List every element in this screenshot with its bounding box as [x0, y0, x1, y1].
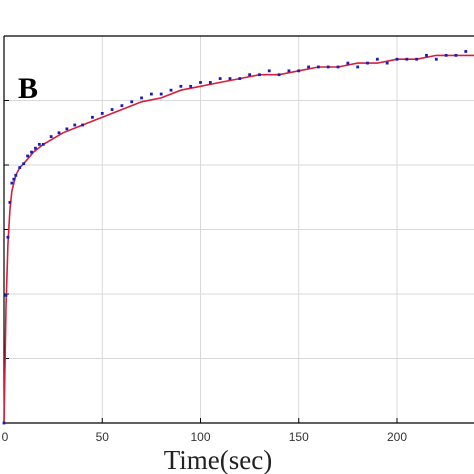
data-point [149, 92, 153, 96]
data-point [6, 235, 10, 239]
x-tick-labels: 0 50 100 150 200 [2, 430, 408, 444]
data-point [395, 57, 399, 61]
data-points-group [2, 50, 468, 425]
data-point [179, 84, 183, 88]
data-point [208, 81, 212, 84]
fit-curve [3, 54, 474, 424]
data-point [4, 293, 8, 297]
panel-label: B [18, 72, 38, 105]
data-point [81, 123, 84, 127]
data-point [238, 77, 242, 80]
x-axis-label: Time(sec) [164, 445, 273, 474]
data-point [385, 61, 389, 65]
data-point [110, 108, 114, 111]
data-point [26, 154, 29, 158]
data-point [41, 142, 45, 146]
data-point [356, 65, 360, 69]
data-point [346, 61, 350, 65]
data-point [425, 53, 428, 57]
fit-curve-group [3, 54, 474, 424]
data-point [140, 96, 143, 100]
data-point [57, 131, 61, 135]
data-point [405, 57, 409, 61]
grid [4, 35, 474, 423]
x-tick-label: 50 [96, 430, 110, 444]
data-point [65, 127, 69, 131]
data-point [307, 65, 310, 69]
data-point [130, 100, 134, 104]
data-point [14, 173, 18, 177]
data-point [287, 69, 291, 73]
data-point [454, 53, 458, 57]
axes-frame [3, 35, 474, 424]
data-point [34, 146, 37, 150]
data-point [100, 112, 104, 115]
data-point [199, 81, 202, 84]
data-point [317, 65, 320, 69]
data-point [12, 177, 16, 181]
data-point [2, 421, 6, 425]
data-point [37, 142, 41, 146]
data-point [434, 57, 438, 61]
data-point [22, 162, 26, 166]
data-point [120, 104, 124, 108]
data-point [277, 73, 281, 77]
data-point [248, 73, 252, 77]
x-tick-label: 100 [190, 430, 210, 444]
data-point [366, 61, 369, 65]
data-point [189, 84, 193, 88]
x-tick-label: 0 [2, 430, 9, 444]
x-tick-label: 150 [289, 430, 309, 444]
data-point [326, 65, 330, 69]
x-tick-label: 200 [387, 430, 407, 444]
data-point [267, 69, 271, 73]
data-point [375, 57, 379, 61]
data-point [8, 201, 12, 204]
data-point [169, 88, 173, 92]
data-point [258, 73, 261, 77]
data-point [159, 92, 163, 96]
data-point [91, 115, 94, 119]
data-point [10, 181, 14, 185]
data-point [228, 77, 232, 80]
data-point [336, 65, 340, 69]
data-point [415, 57, 419, 61]
data-point [73, 123, 77, 127]
data-point [218, 77, 222, 80]
data-point [49, 135, 53, 139]
data-point [30, 150, 33, 154]
data-point [464, 50, 468, 53]
data-point [444, 53, 448, 57]
data-point [18, 166, 22, 169]
data-point [297, 69, 301, 73]
